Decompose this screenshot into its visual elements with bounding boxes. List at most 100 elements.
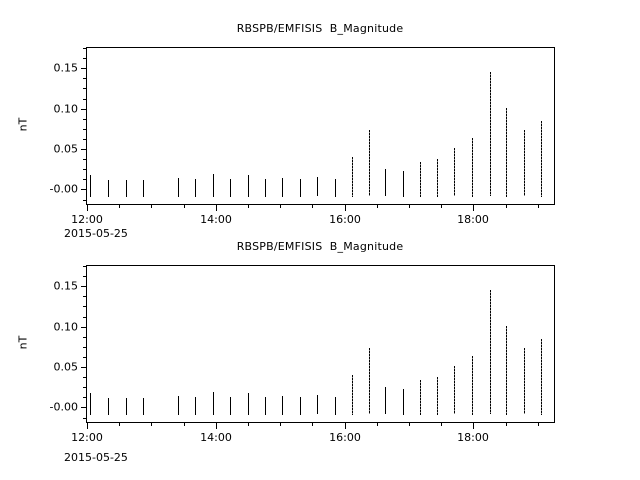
x-axis-tick-label: 18:00 [457,431,489,444]
data-spike [335,397,336,415]
y-axis-tick-minor [83,139,87,140]
x-axis-tick-minor [377,204,378,208]
y-axis-tick-major [81,149,87,150]
y-axis-tick-major [81,367,87,368]
x-axis-tick-minor [119,204,120,208]
x-axis-tick-minor [409,422,410,426]
y-axis-tick-minor [83,306,87,307]
data-spike [403,389,404,415]
panel-title-1: RBSPB/EMFISIS B_Magnitude [236,240,404,253]
y-axis-tick-major [81,68,87,69]
y-axis-tick-minor [83,88,87,89]
x-axis-tick-minor [312,422,313,426]
y-axis-tick-minor [83,266,87,267]
data-spike [335,179,336,197]
data-spike [437,159,438,197]
y-axis-tick-label: -0.00 [49,400,78,414]
x-axis-tick-minor [506,422,507,426]
y-axis-tick-label: 0.05 [53,360,79,374]
data-spike [352,157,353,197]
data-spike [248,175,249,197]
data-spike [300,397,301,415]
y-axis-tick-minor [83,317,87,318]
data-spike [403,171,404,197]
plot-area-1 [87,266,554,422]
x-axis-tick-major [345,422,346,429]
data-spike [300,179,301,197]
data-spike [506,108,507,197]
x-axis-tick-minor [248,204,249,208]
y-axis-tick-minor [83,129,87,130]
data-spike [490,72,491,196]
y-axis-tick-minor [83,78,87,79]
y-axis-tick-minor [83,296,87,297]
x-axis-tick-label: 14:00 [200,431,232,444]
y-axis-tick-label: 0.10 [53,102,79,116]
x-axis-tick-minor [377,422,378,426]
data-spike [230,397,231,415]
x-axis-tick-label: 14:00 [200,213,232,226]
data-spike [524,130,525,196]
x-axis-tick-minor [441,422,442,426]
y-axis-label-1: nT [16,335,30,350]
y-axis-tick-minor [83,169,87,170]
data-spike [506,326,507,415]
data-spike [420,380,421,415]
data-spike [213,392,214,415]
x-axis-tick-label: 12:00 [71,431,103,444]
data-spike [454,366,455,414]
data-spike [265,397,266,415]
y-axis-tick-minor [83,200,87,201]
data-spike [420,162,421,197]
y-axis-tick-label: 0.05 [53,142,79,156]
x-axis-tick-minor [409,204,410,208]
data-spike [541,121,542,197]
x-axis-tick-major [87,204,88,211]
data-spike [108,398,109,415]
data-spike [472,356,473,415]
y-axis-tick-label: -0.00 [49,182,78,196]
x-axis-tick-label: 18:00 [457,213,489,226]
data-spike [90,393,91,415]
data-spike [369,348,370,414]
data-spike [317,177,318,196]
x-axis-tick-minor [151,204,152,208]
x-axis-tick-minor [119,422,120,426]
data-spike [282,396,283,415]
x-axis-tick-major [216,204,217,211]
plot-panel-0: RBSPB/EMFISIS B_Magnitude nT -0.00 0.05 0.… [16,22,555,240]
panel-title-0: RBSPB/EMFISIS B_Magnitude [236,22,404,35]
x-axis-tick-minor [184,422,185,426]
y-axis-tick-major [81,327,87,328]
y-axis-tick-minor [83,159,87,160]
data-spike [126,398,127,415]
y-axis-tick-minor [83,337,87,338]
y-axis-tick-minor [83,377,87,378]
y-axis-tick-label: 0.15 [53,61,79,75]
x-axis-tick-minor [506,204,507,208]
x-axis-tick-minor [538,204,539,208]
x-axis-tick-minor [312,204,313,208]
y-axis-tick-label: 0.10 [53,320,79,334]
y-axis-label-0: nT [16,117,30,132]
data-spike [248,393,249,415]
x-axis-tick-label: 12:00 [71,213,103,226]
x-axis-tick-minor [248,422,249,426]
x-axis-date-0: 2015-05-25 [64,227,128,240]
data-spike [230,179,231,197]
x-axis-tick-major [473,422,474,429]
x-axis-tick-minor [280,204,281,208]
y-axis-tick-minor [83,48,87,49]
data-spike [490,290,491,414]
y-axis-tick-minor [83,387,87,388]
data-spike [178,396,179,415]
data-spike [108,180,109,197]
y-axis-tick-minor [83,58,87,59]
data-spike [454,148,455,196]
data-spike [541,339,542,415]
data-spike [195,179,196,197]
data-spike [126,180,127,197]
y-axis-tick-major [81,109,87,110]
data-spike [143,398,144,415]
x-axis-date-1: 2015-05-25 [64,451,128,464]
